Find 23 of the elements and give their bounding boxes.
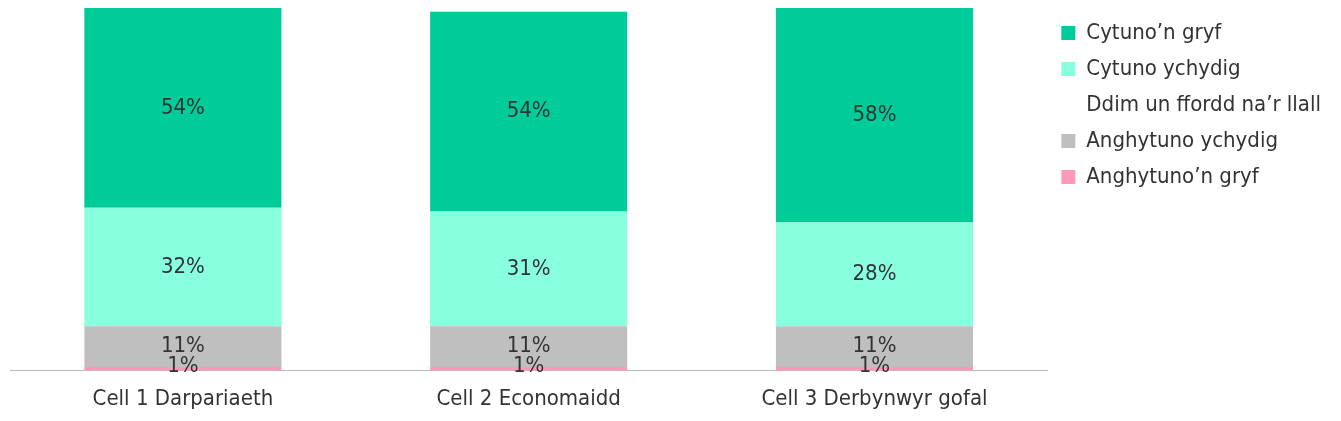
data-label: 28% <box>852 260 897 286</box>
data-label: 1% <box>512 352 545 378</box>
data-label: 31% <box>506 254 551 280</box>
bar <box>430 211 628 327</box>
data-label: 1% <box>858 352 891 378</box>
data-label: 54% <box>506 97 551 123</box>
legend-label: Cytuno ychydig <box>1086 54 1241 80</box>
bar <box>84 8 282 208</box>
x-tick-label: Cell 2 Economaidd <box>436 384 621 410</box>
x-tick-label: Cell 3 Derbynwyr gofal <box>761 384 988 410</box>
bar <box>775 222 973 327</box>
legend-label: Anghytuno’n gryf <box>1086 162 1260 188</box>
text: Ddim un ffordd na’r llall <box>1086 90 1322 116</box>
legend-label: Anghytuno ychydig <box>1086 126 1278 152</box>
bar <box>84 207 282 327</box>
data-label: 58% <box>852 101 897 127</box>
bar <box>775 8 973 223</box>
data-label: 1% <box>167 352 199 378</box>
x-tick-label: Cell 1 Darpariaeth <box>92 384 274 410</box>
data-label: 32% <box>160 252 205 278</box>
data-label: 54% <box>160 93 205 119</box>
legend-label: Cytuno’n gryf <box>1086 18 1223 44</box>
bar <box>430 11 628 212</box>
